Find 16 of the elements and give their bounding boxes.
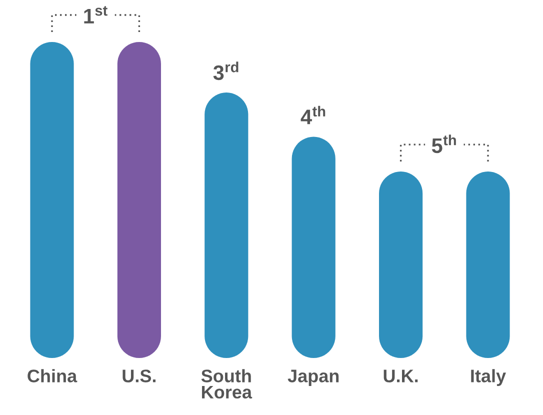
x-tick-label: U.S. — [122, 370, 156, 382]
annotation: 4$^{th}$ — [300, 106, 326, 124]
annotation: 3$^{rd}$ — [213, 62, 238, 80]
x-tick-label: Italy — [471, 369, 506, 386]
bar — [466, 172, 510, 358]
x-tick-label: China — [28, 369, 78, 382]
bar — [292, 136, 336, 358]
bar — [117, 42, 161, 358]
bar — [204, 92, 248, 358]
bar — [379, 172, 423, 358]
x-tick-label: U.K. — [384, 370, 418, 382]
text: 1$^{st}$ — [84, 6, 108, 24]
annotation: 5$^{th}$ — [432, 134, 456, 154]
bar — [30, 42, 74, 358]
x-tick-label: Japan — [288, 370, 339, 386]
x-tick-label: South Korea — [201, 369, 252, 399]
